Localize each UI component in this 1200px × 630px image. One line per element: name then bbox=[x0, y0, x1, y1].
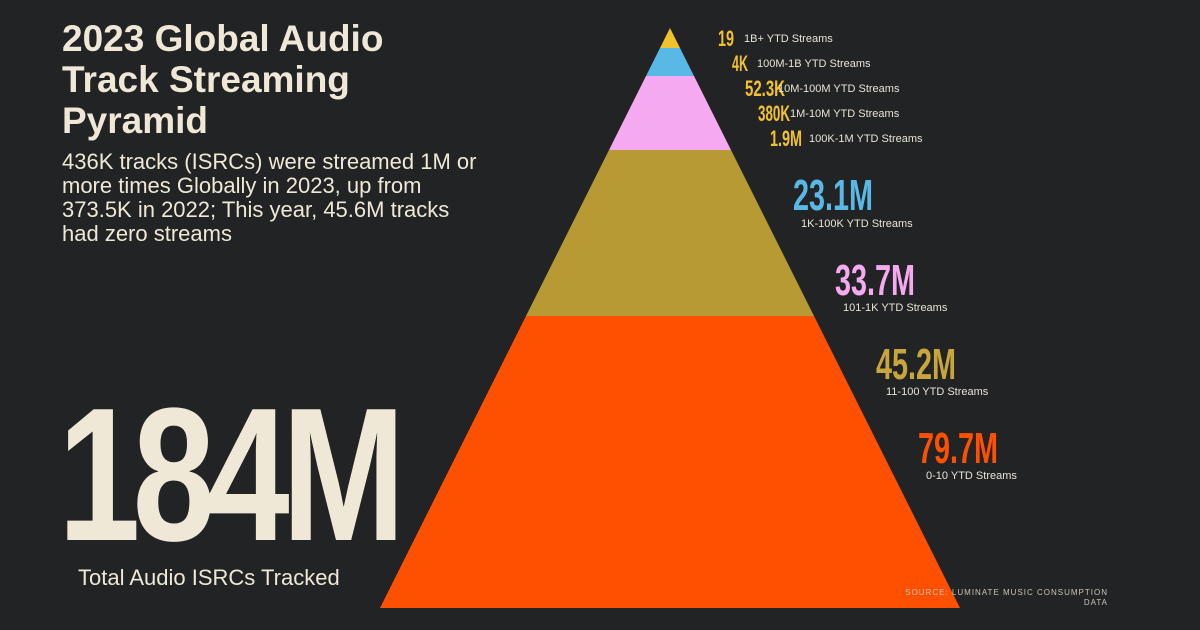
source-note: SOURCE: LUMINATE MUSIC CONSUMPTION DATA bbox=[905, 588, 1108, 607]
tier-value-label: 23.1M bbox=[793, 171, 873, 220]
tier-category-label: 10M-100M YTD Streams bbox=[778, 83, 900, 95]
pyramid-band-2 bbox=[646, 48, 694, 76]
total-isrcs-label: Total Audio ISRCs Tracked bbox=[78, 565, 340, 590]
tier-category-label: 100K-1M YTD Streams bbox=[809, 133, 923, 145]
tier-category-label: 101-1K YTD Streams bbox=[843, 302, 948, 314]
chart-subtitle: 436K tracks (ISRCs) were streamed 1M or … bbox=[62, 149, 477, 246]
pyramid-band-4 bbox=[526, 150, 814, 316]
tier-category-label: 0-10 YTD Streams bbox=[926, 470, 1017, 482]
tier-value-label: 380K bbox=[758, 101, 790, 126]
tier-category-label: 1K-100K YTD Streams bbox=[801, 218, 913, 230]
chart-title: 2023 Global Audio Track Streaming Pyrami… bbox=[62, 18, 384, 141]
tier-value-label: 45.2M bbox=[876, 340, 956, 389]
pyramid-band-3 bbox=[609, 76, 731, 150]
total-isrcs-value: 184M bbox=[58, 369, 405, 581]
tier-value-label: 79.7M bbox=[918, 424, 998, 473]
tier-category-label: 100M-1B YTD Streams bbox=[757, 58, 871, 70]
pyramid-band-5 bbox=[380, 316, 960, 608]
tier-value-label: 52.3K bbox=[745, 76, 785, 101]
tier-value-label: 19 bbox=[718, 26, 734, 51]
tier-category-label: 1B+ YTD Streams bbox=[744, 33, 833, 45]
tier-value-label: 4K bbox=[732, 51, 748, 76]
tier-value-label: 33.7M bbox=[835, 256, 915, 305]
tier-category-label: 1M-10M YTD Streams bbox=[790, 108, 900, 120]
tier-category-label: 11-100 YTD Streams bbox=[886, 386, 989, 398]
pyramid-band-1 bbox=[660, 28, 680, 48]
tier-value-label: 1.9M bbox=[770, 126, 802, 151]
